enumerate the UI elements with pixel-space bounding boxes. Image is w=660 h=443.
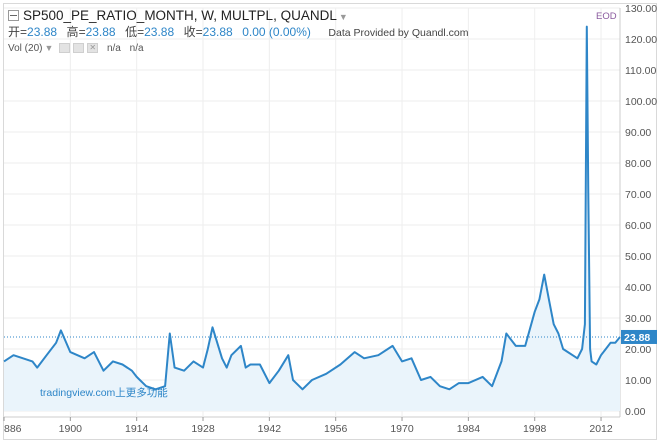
open-label: 开 — [8, 25, 21, 39]
close-value: 23.88 — [202, 25, 233, 39]
volume-ma-value: n/a — [129, 43, 144, 54]
close-label: 收 — [183, 25, 196, 39]
y-tick-label: 90.00 — [625, 127, 651, 139]
y-tick-label: 110.00 — [625, 65, 656, 77]
y-tick-label: 0.00 — [625, 406, 646, 418]
x-tick-label: 1928 — [191, 423, 215, 435]
legend-ohlc-row: 开=23.88 高=23.88 低=23.88 收=23.88 0.00 (0.… — [8, 25, 469, 39]
series-area — [4, 26, 620, 411]
x-tick-label: 1970 — [390, 423, 414, 435]
legend-symbol-row: SP500_PE_RATIO_MONTH, W, MULTPL, QUANDL ▼ — [8, 8, 468, 24]
watermark: tradingview.com上更多功能 — [40, 387, 168, 399]
collapse-icon[interactable] — [8, 10, 19, 22]
open-value: 23.88 — [27, 25, 58, 39]
volume-value: n/a — [106, 43, 121, 54]
x-tick-label: 1984 — [457, 423, 481, 435]
y-tick-label: 20.00 — [625, 344, 651, 356]
x-tick-label: 1956 — [324, 423, 348, 435]
change-value: 0.00 (0.00%) — [242, 25, 311, 39]
high-label: 高 — [66, 25, 79, 39]
high-value: 23.88 — [85, 25, 116, 39]
x-tick-label: 2012 — [589, 423, 613, 435]
y-tick-label: 80.00 — [625, 158, 651, 170]
y-tick-label: 120.00 — [625, 34, 657, 46]
low-value: 23.88 — [144, 25, 175, 39]
eod-badge: EOD — [596, 11, 617, 22]
last-value-label: 23.88 — [624, 332, 650, 344]
series-line[interactable] — [3, 25, 621, 391]
data-source: Data Provided by Quandl.com — [328, 27, 469, 39]
caret-down-icon[interactable]: ▼ — [338, 12, 348, 22]
y-tick-label: 70.00 — [625, 189, 651, 201]
last-value-badge — [621, 329, 657, 344]
y-tick-label: 30.00 — [625, 313, 651, 325]
y-tick-label: 10.00 — [625, 375, 651, 387]
x-tick-label: 1900 — [59, 423, 83, 435]
x-tick-label: 1998 — [523, 423, 547, 435]
chart-legend: SP500_PE_RATIO_MONTH, W, MULTPL, QUANDL ▼… — [8, 8, 468, 56]
chart-frame — [3, 3, 657, 440]
y-tick-label: 60.00 — [625, 220, 651, 232]
y-tick-label: 40.00 — [625, 282, 651, 294]
x-tick-label: 1914 — [125, 423, 149, 435]
volume-caret-icon[interactable]: ▼ — [44, 43, 54, 53]
settings-icon[interactable] — [73, 43, 85, 54]
volume-label[interactable]: Vol (20) — [8, 43, 43, 54]
close-icon[interactable]: ✕ — [87, 43, 99, 54]
eye-icon[interactable] — [59, 43, 71, 54]
x-tick-label: 886 — [4, 423, 22, 435]
low-label: 低 — [125, 25, 138, 39]
series-symbol[interactable]: SP500_PE_RATIO_MONTH, W, MULTPL, QUANDL — [23, 8, 337, 23]
y-tick-label: 50.00 — [625, 251, 651, 263]
x-tick-label: 1942 — [258, 423, 282, 435]
y-tick-label: 100.00 — [625, 96, 657, 108]
volume-row: Vol (20) ▼ ✕ n/a n/a — [8, 40, 468, 56]
y-tick-label: 130.00 — [625, 3, 657, 15]
